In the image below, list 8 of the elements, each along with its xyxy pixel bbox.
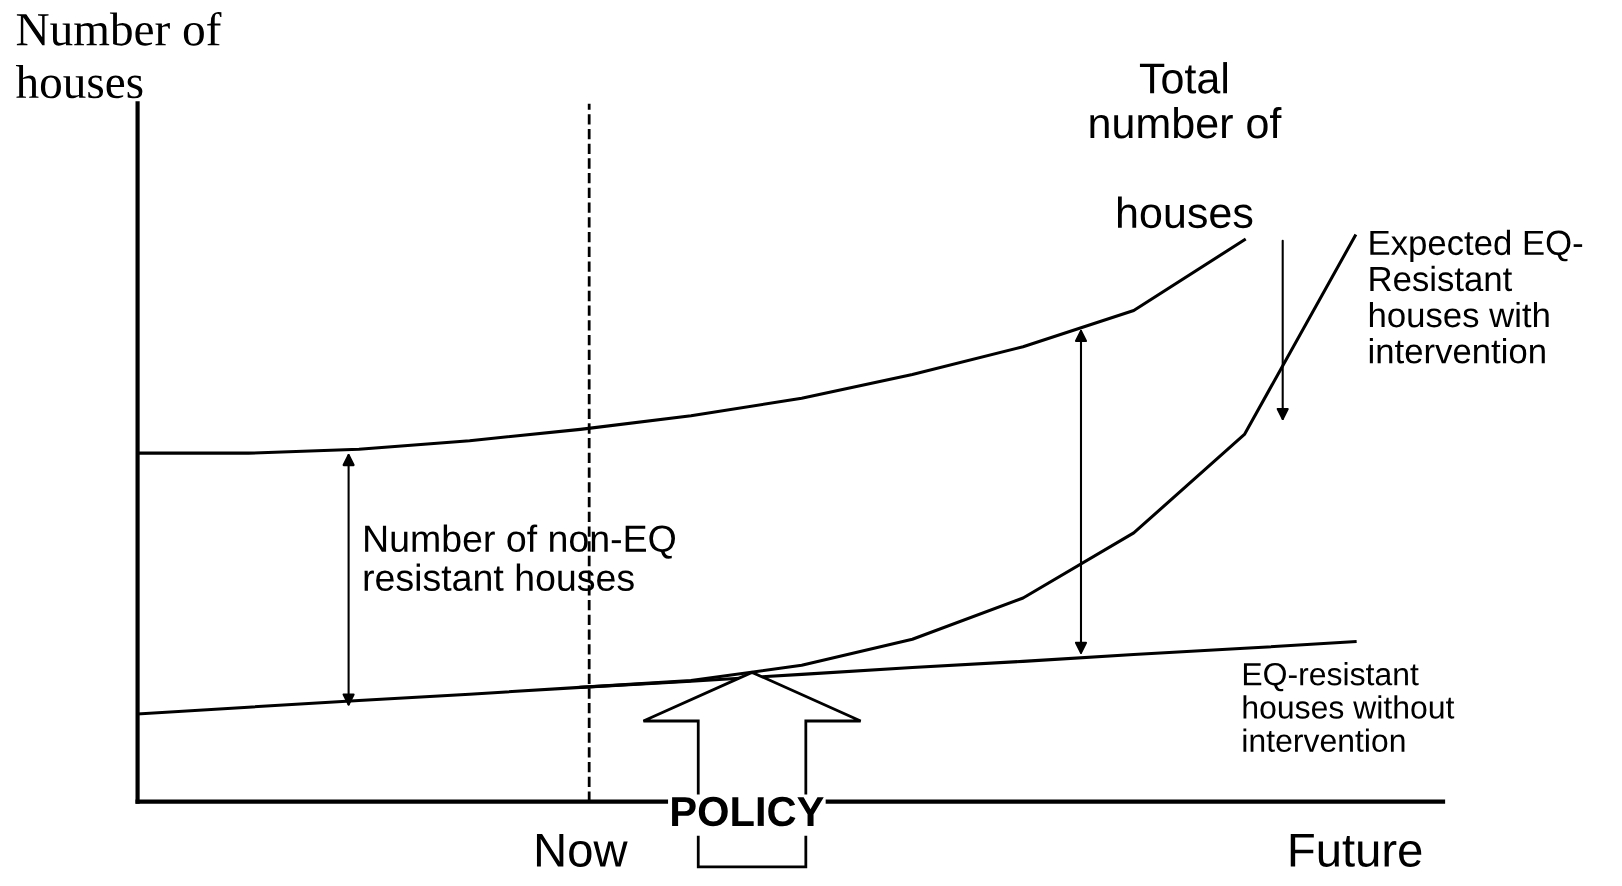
x-tick-label: Now [536,833,628,867]
annotation: Number of non-EQ resistant houses [364,524,675,592]
annotation: EQ-resistant houses without intervention [1243,662,1455,753]
text: Total number of houses [1090,62,1282,229]
x-tick-label: Future [1290,833,1422,867]
annotation: Expected EQ- Resistant houses with intervention [1369,229,1583,364]
annotation: POLICY [672,796,824,827]
y-axis-title: Number of houses [15,11,222,99]
